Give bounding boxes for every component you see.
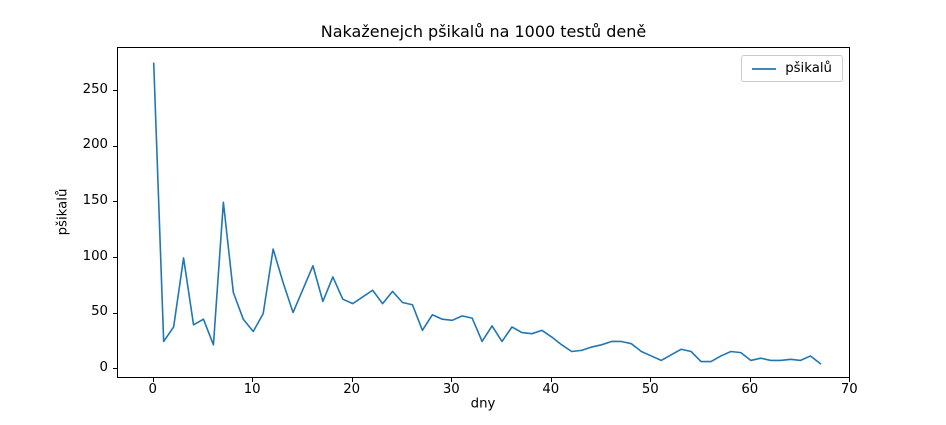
y-tick-label: 200 bbox=[82, 137, 108, 153]
x-tick-label: 60 bbox=[741, 382, 759, 397]
line-series-pšikalů bbox=[152, 62, 822, 365]
x-tick-mark bbox=[749, 378, 751, 382]
y-tick-label: 150 bbox=[82, 192, 108, 208]
y-tick-mark bbox=[113, 90, 117, 91]
x-tick-label: 10 bbox=[243, 382, 261, 397]
x-tick-mark bbox=[152, 378, 154, 382]
y-tick-mark bbox=[113, 257, 117, 258]
chart-title: Nakaženejch pšikalů na 1000 testů deně bbox=[320, 22, 647, 41]
x-tick-mark bbox=[550, 378, 552, 382]
x-tick-mark bbox=[252, 378, 254, 382]
x-tick-label: 0 bbox=[148, 382, 157, 397]
x-tick-mark bbox=[849, 378, 851, 382]
plot-area: pšikalů bbox=[117, 47, 850, 378]
legend-line-icon bbox=[752, 67, 777, 70]
series-line-svg bbox=[152, 62, 822, 365]
x-tick-label: 20 bbox=[343, 382, 361, 397]
y-tick-mark bbox=[113, 312, 117, 314]
y-tick-label: 50 bbox=[91, 304, 108, 320]
y-tick-mark bbox=[113, 201, 117, 203]
y-tick-label: 100 bbox=[82, 248, 108, 264]
y-tick-mark bbox=[113, 145, 117, 147]
x-tick-mark bbox=[451, 378, 453, 382]
x-tick-mark bbox=[351, 378, 353, 382]
legend: pšikalů bbox=[741, 55, 843, 82]
x-tick-mark bbox=[650, 378, 652, 382]
x-tick-label: 30 bbox=[442, 382, 460, 397]
legend-label: pšikalů bbox=[785, 61, 832, 76]
y-tick-label: 250 bbox=[82, 81, 108, 97]
x-tick-label: 50 bbox=[641, 382, 659, 397]
x-axis-label: dny bbox=[470, 396, 496, 412]
x-tick-label: 40 bbox=[542, 382, 560, 397]
y-tick-label: 0 bbox=[99, 359, 108, 375]
y-tick-mark bbox=[113, 368, 117, 370]
x-tick-label: 70 bbox=[840, 382, 858, 397]
